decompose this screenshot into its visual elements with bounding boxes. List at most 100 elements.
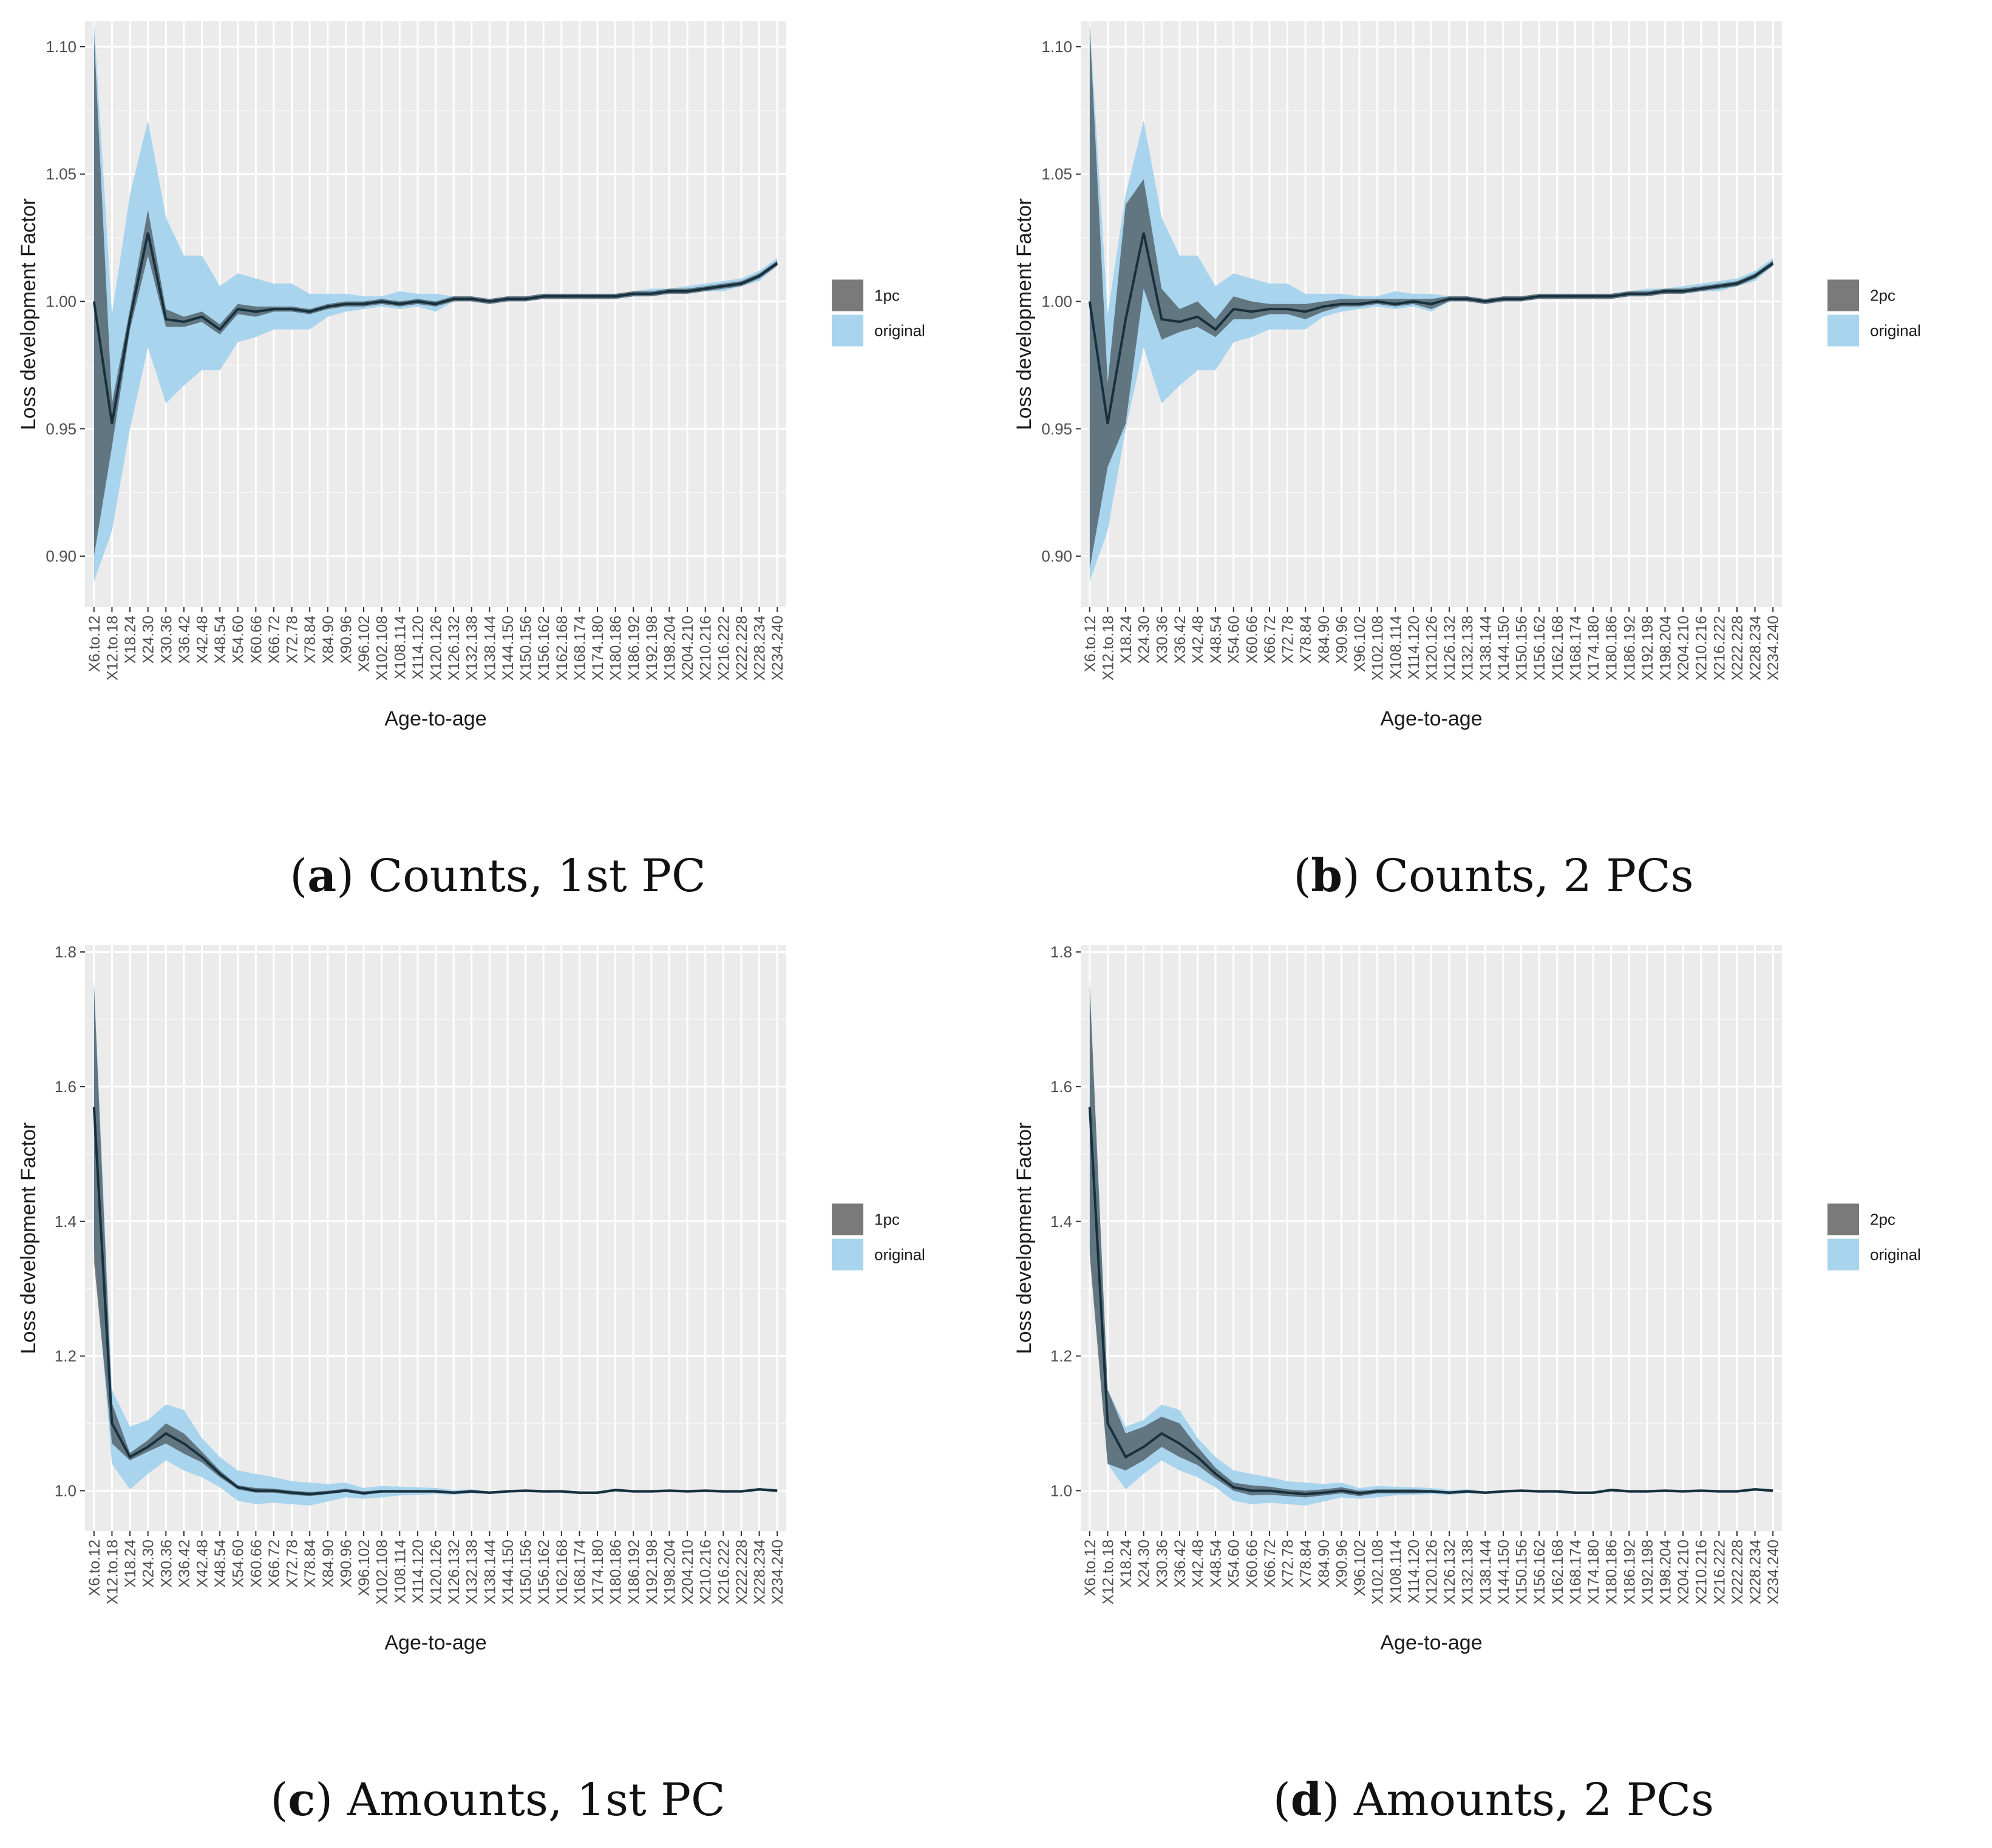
- x-tick-label: X126.132: [446, 616, 463, 681]
- x-tick-label: X138.144: [1477, 1540, 1494, 1605]
- x-tick-label: X96.102: [1351, 1540, 1368, 1596]
- panel-d: 1.0 1.2 1.4 1.6 1.8 X6.to.12 X12.to.18 X18.24 X2…: [996, 924, 1991, 1848]
- x-tick-label: X234.240: [1765, 616, 1782, 681]
- x-tick-label: X150.156: [518, 616, 535, 681]
- x-tick-label: X186.192: [625, 616, 642, 681]
- x-tick-label: X60.66: [248, 1540, 265, 1588]
- x-tick-label: X96.102: [1351, 616, 1368, 672]
- panel-b: 0.90 0.95 1.00 1.05 1.10 X6.to.12 X12.to.18 X18…: [996, 0, 1991, 924]
- caption-c: (c) Amounts, 1st PC: [270, 1774, 726, 1826]
- x-tick-label: X234.240: [769, 616, 786, 681]
- x-tick-label: X84.90: [1316, 616, 1333, 664]
- x-tick-label: X114.120: [410, 616, 427, 679]
- x-tick-label: X36.42: [1172, 616, 1189, 664]
- x-tick-label: X168.174: [1567, 1540, 1584, 1605]
- y-tick-label: 1.05: [46, 165, 76, 183]
- x-tick-label: X114.120: [410, 1540, 427, 1603]
- x-tick-label: X126.132: [446, 1540, 463, 1605]
- x-tick-label: X144.150: [1495, 616, 1512, 681]
- x-tick-label: X150.156: [1514, 1540, 1531, 1605]
- x-tick-label: X228.234: [752, 1540, 769, 1605]
- x-tick-label: X102.108: [1370, 1540, 1387, 1605]
- x-tick-label: X6.to.12: [1082, 1540, 1099, 1596]
- y-axis-title: Loss development Factor: [17, 199, 40, 430]
- caption-b: (b) Counts, 2 PCs: [1293, 850, 1694, 902]
- y-tick-label: 0.90: [1041, 547, 1072, 565]
- y-tick-label: 1.00: [1041, 293, 1072, 311]
- y-tick-label: 1.2: [55, 1347, 76, 1365]
- x-tick-label: X72.78: [1280, 1540, 1297, 1588]
- x-tick-label: X180.186: [608, 1540, 625, 1605]
- x-tick-label: X48.54: [1208, 1540, 1225, 1588]
- x-tick-label: X72.78: [284, 616, 301, 664]
- x-tick-label: X144.150: [1495, 1540, 1512, 1605]
- x-tick-label: X24.30: [1136, 1540, 1153, 1588]
- x-axis-title: Age-to-age: [1380, 707, 1482, 730]
- x-tick-label: X216.222: [1711, 616, 1728, 681]
- pc-band: [1089, 985, 1773, 1498]
- x-tick-label: X168.174: [571, 616, 588, 681]
- caption-text: Counts, 2 PCs: [1374, 850, 1694, 902]
- x-tick-label: X174.180: [590, 616, 607, 681]
- x-tick-label: X102.108: [374, 1540, 391, 1605]
- x-tick-label: X66.72: [1262, 1540, 1279, 1588]
- y-tick-label: 0.95: [1041, 420, 1072, 438]
- x-tick-label: X138.144: [481, 616, 498, 681]
- x-tick-label: X108.114: [392, 616, 409, 679]
- x-tick-label: X24.30: [140, 616, 157, 664]
- x-tick-label: X216.222: [715, 1540, 732, 1605]
- x-tick-label: X150.156: [1514, 616, 1531, 681]
- y-tick-label: 1.10: [46, 38, 76, 56]
- x-tick-label: X132.138: [464, 616, 481, 681]
- x-tick-label: X210.216: [698, 1540, 715, 1605]
- x-tick-label: X144.150: [500, 1540, 517, 1605]
- panel-c: 1.0 1.2 1.4 1.6 1.8 X6.to.12 X12.to.18 X18.24 X2…: [0, 924, 996, 1848]
- legend-key-pc: [1827, 279, 1859, 311]
- legend-key-pc: [1827, 1203, 1859, 1235]
- x-tick-label: X222.228: [1729, 616, 1746, 681]
- y-tick-label: 1.6: [55, 1078, 76, 1096]
- x-tick-label: X42.48: [1190, 1540, 1207, 1588]
- x-tick-label: X54.60: [1226, 1540, 1243, 1588]
- x-tick-label: X162.168: [554, 616, 571, 681]
- x-tick-label: X186.192: [1621, 1540, 1638, 1605]
- x-tick-label: X198.204: [1657, 616, 1674, 681]
- legend-label: original: [874, 322, 925, 340]
- x-tick-label: X6.to.12: [86, 616, 103, 672]
- x-tick-label: X90.96: [1333, 1540, 1350, 1588]
- x-tick-label: X12.to.18: [104, 1540, 121, 1605]
- x-tick-label: X120.126: [428, 1540, 445, 1605]
- x-tick-label: X198.204: [1657, 1540, 1674, 1605]
- x-tick-label: X30.36: [158, 1540, 175, 1588]
- caption-d: (d) Amounts, 2 PCs: [1273, 1774, 1715, 1826]
- caption-text: Amounts, 1st PC: [347, 1774, 726, 1826]
- y-tick-label: 1.2: [1050, 1347, 1072, 1365]
- x-tick-label: X228.234: [1747, 616, 1764, 681]
- legend-key-original: [1827, 1238, 1859, 1271]
- x-tick-label: X132.138: [464, 1540, 481, 1605]
- x-tick-label: X204.210: [679, 1540, 696, 1605]
- x-tick-label: X108.114: [392, 1540, 409, 1603]
- x-tick-label: X24.30: [140, 1540, 157, 1588]
- x-tick-label: X66.72: [266, 1540, 283, 1588]
- legend-label: 2pc: [1870, 287, 1895, 305]
- x-tick-label: X204.210: [1675, 1540, 1692, 1605]
- x-tick-label: X198.204: [662, 616, 679, 681]
- x-tick-label: X54.60: [230, 616, 247, 664]
- x-tick-label: X78.84: [302, 616, 319, 664]
- x-tick-label: X90.96: [338, 1540, 355, 1588]
- x-tick-label: X234.240: [1765, 1540, 1782, 1605]
- x-tick-label: X210.216: [1693, 616, 1710, 681]
- y-axis-title: Loss development Factor: [1013, 199, 1036, 430]
- x-tick-label: X210.216: [698, 616, 715, 681]
- y-tick-label: 1.4: [55, 1212, 76, 1231]
- chart-d: 1.01.21.41.61.8X6.to.12 X12.to.18 X18.24 X2…: [1013, 943, 1921, 1654]
- y-tick-label: 1.4: [1050, 1212, 1072, 1231]
- original-band: [1089, 979, 1773, 1506]
- legend-label: 1pc: [874, 287, 900, 305]
- x-tick-label: X90.96: [1333, 616, 1350, 664]
- caption-letter: b: [1311, 850, 1342, 902]
- x-tick-label: X108.114: [1387, 616, 1404, 679]
- x-tick-label: X30.36: [1154, 616, 1171, 664]
